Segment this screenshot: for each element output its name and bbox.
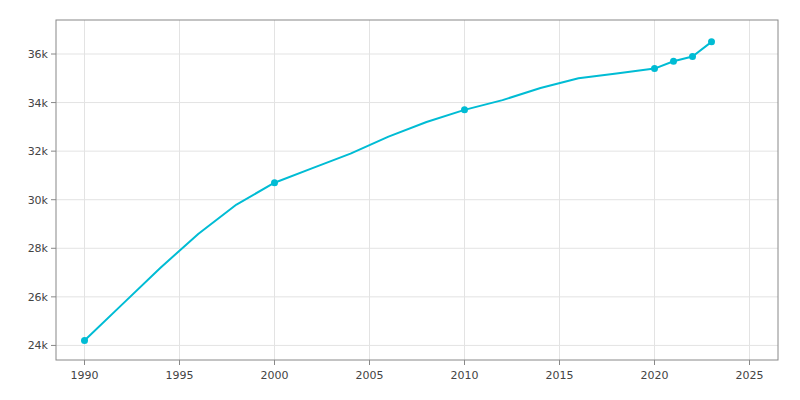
x-tick [654, 360, 655, 365]
grid [56, 20, 778, 360]
x-tick-label: 2000 [261, 369, 289, 382]
x-tick-label: 2010 [451, 369, 479, 382]
y-tick [51, 151, 56, 152]
plot-frame [56, 20, 778, 360]
x-tick [749, 360, 750, 365]
y-tick [51, 296, 56, 297]
point-marker [271, 179, 278, 186]
y-tick-label: 26k [28, 291, 49, 304]
x-tick-label: 1995 [166, 369, 194, 382]
y-grid-line [56, 345, 778, 346]
y-tick-label: 24k [28, 339, 49, 352]
x-tick [369, 360, 370, 365]
point-marker [651, 65, 658, 72]
plot-data [81, 38, 715, 344]
line-series [85, 42, 712, 341]
y-grid-line [56, 199, 778, 200]
x-grid-line [464, 20, 465, 360]
x-grid-line [369, 20, 370, 360]
y-tick-label: 34k [28, 97, 49, 110]
point-marker [670, 58, 677, 65]
x-tick-label: 2005 [356, 369, 384, 382]
x-tick [559, 360, 560, 365]
x-grid-line [274, 20, 275, 360]
y-tick [51, 199, 56, 200]
x-tick-label: 1990 [71, 369, 99, 382]
y-grid-line [56, 102, 778, 103]
y-tick-label: 30k [28, 194, 49, 207]
x-tick [274, 360, 275, 365]
x-tick [84, 360, 85, 365]
y-tick [51, 54, 56, 55]
x-grid-line [84, 20, 85, 360]
point-marker [689, 53, 696, 60]
x-grid-line [749, 20, 750, 360]
point-marker [708, 38, 715, 45]
y-tick [51, 248, 56, 249]
x-tick-label: 2015 [546, 369, 574, 382]
y-grid-line [56, 54, 778, 55]
y-tick-label: 36k [28, 48, 49, 61]
x-tick [179, 360, 180, 365]
x-tick-label: 2025 [736, 369, 764, 382]
point-marker [461, 106, 468, 113]
y-tick [51, 345, 56, 346]
x-tick-label: 2020 [641, 369, 669, 382]
chart-container: 24k 26k 28k 30k 32k 34k 36k 1990 1995 2000 2005 201… [0, 0, 800, 400]
y-grid-line [56, 296, 778, 297]
chart-svg: 24k 26k 28k 30k 32k 34k 36k 1990 1995 2000 2005 201… [0, 0, 800, 400]
y-grid-line [56, 151, 778, 152]
y-tick-label: 28k [28, 242, 49, 255]
y-tick [51, 102, 56, 103]
axes: 24k 26k 28k 30k 32k 34k 36k 1990 1995 2000 2005 201… [28, 20, 778, 382]
y-tick-label: 32k [28, 145, 49, 158]
point-marker [81, 337, 88, 344]
x-tick [464, 360, 465, 365]
x-grid-line [179, 20, 180, 360]
y-grid-line [56, 248, 778, 249]
x-grid-line [559, 20, 560, 360]
